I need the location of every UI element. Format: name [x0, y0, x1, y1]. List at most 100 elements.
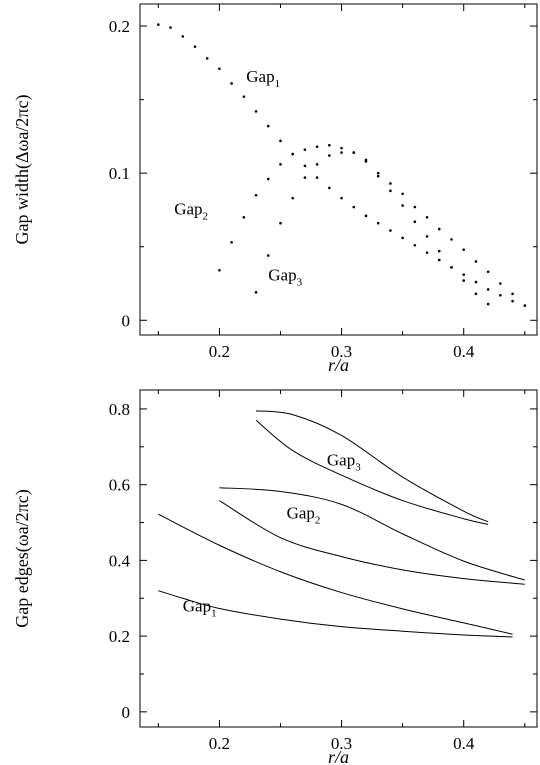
gap1-data-point	[254, 110, 258, 113]
gap1-data-point	[303, 164, 307, 168]
gap-annotation-text: Gap	[246, 67, 274, 86]
y-tick-label: 0	[122, 703, 131, 722]
gap1-data-point	[315, 176, 319, 179]
plot-frame	[139, 389, 538, 728]
y-tick-label: 0	[122, 311, 131, 330]
gap1-data-point	[389, 229, 392, 232]
gap3-data-point	[279, 221, 282, 225]
gap1-data-point	[352, 205, 356, 209]
gap3-data-point	[291, 196, 294, 200]
y-axis-label: Gap edges(ωa/2πc)	[12, 489, 33, 627]
gap-annotation-text: Gap	[327, 451, 355, 470]
gap-annotation: Gap3	[327, 451, 361, 474]
gap1-data-point	[523, 304, 527, 307]
gap-edge-curve-1	[158, 590, 513, 638]
y-tick-label: 0.2	[109, 17, 130, 36]
gap-edge-curve-2	[158, 513, 513, 635]
gap-annotation-text: Gap	[183, 597, 211, 616]
gap3-data-point	[474, 292, 478, 296]
y-tick-label: 0.4	[109, 551, 131, 570]
x-tick-label: 0.2	[209, 734, 230, 753]
gap-annotation-subscript: 3	[297, 277, 303, 289]
gap3-data-point	[413, 220, 417, 224]
gap-edge-curve-6	[255, 410, 489, 523]
gap-width-panel: 0.2 0.3 0.4 0 0.1 0.2 r/a Gap width(Δωa/2πc) Gap…	[12, 3, 538, 375]
gap2-data-point	[511, 292, 514, 296]
gap3-data-point	[425, 235, 429, 238]
gap2-data-point	[279, 163, 282, 166]
y-tick-label: 0.2	[109, 627, 130, 646]
gap1-data-point	[328, 186, 331, 190]
gap2-data-point	[328, 143, 331, 147]
gap3-data-point	[376, 174, 380, 178]
gap-annotation: Gap1	[183, 597, 217, 620]
gap-annotation-text: Gap	[268, 266, 296, 285]
gap-edge-curve-4	[219, 487, 525, 581]
gap1-data-point	[462, 273, 466, 276]
gap2-data-point	[389, 182, 392, 185]
gap2-data-point	[315, 145, 319, 148]
gap2-data-point	[230, 241, 233, 244]
gap2-data-point	[462, 248, 466, 251]
gap3-data-point	[266, 254, 270, 257]
gap1-data-point	[474, 280, 478, 284]
gap1-data-point	[169, 26, 172, 29]
gap2-data-point	[254, 193, 258, 197]
gap1-data-point	[193, 45, 197, 48]
gap-annotation-text: Gap	[287, 504, 315, 523]
gap2-data-point	[291, 152, 294, 156]
gap3-data-point	[254, 291, 258, 294]
gap1-data-point	[340, 196, 343, 200]
gap1-data-point	[242, 95, 246, 98]
gap-edges-panel: 0.2 0.3 0.4 0 0.2 0.4 0.6 0.8 r/a Gap edges(ωa/2π…	[12, 389, 538, 765]
gap2-data-point	[218, 268, 221, 272]
gap-annotation-subscript: 2	[203, 210, 209, 222]
gap2-data-point	[401, 192, 404, 196]
gap2-data-point	[499, 282, 502, 285]
plot-frame	[139, 3, 538, 336]
gap-annotation-text: Gap	[174, 199, 202, 218]
gap3-data-point	[340, 151, 343, 154]
gap1-data-point	[413, 243, 417, 247]
gap3-data-point	[328, 154, 331, 157]
y-tick-label: 0.8	[109, 400, 130, 419]
gap3-data-point	[486, 302, 490, 306]
gap2-data-point	[340, 146, 343, 150]
gap2-data-point	[450, 238, 453, 241]
gap3-data-point	[389, 189, 392, 193]
gap2-data-point	[425, 216, 429, 219]
gap3-data-point	[315, 163, 319, 166]
gap1-data-point	[401, 236, 404, 240]
x-tick-label: 0.2	[209, 342, 230, 361]
gap2-data-point	[437, 227, 441, 231]
x-axis-label: r/a	[328, 355, 349, 375]
gap1-data-point	[437, 258, 441, 262]
gap-edge-curve-5	[255, 419, 489, 525]
gap3-data-point	[462, 279, 466, 282]
gap-annotation: Gap2	[287, 504, 321, 527]
gap1-data-point	[181, 35, 185, 38]
x-tick-label: 0.3	[331, 734, 352, 753]
x-tick-label: 0.3	[331, 342, 352, 361]
gap1-data-point	[511, 299, 514, 303]
gap3-data-point	[450, 266, 453, 269]
gap1-data-point	[205, 57, 209, 60]
gap1-data-point	[266, 124, 270, 128]
gap1-data-point	[364, 214, 368, 218]
gap-annotation: Gap1	[246, 67, 280, 90]
gap-annotation-subscript: 1	[211, 608, 217, 620]
gap2-data-point	[474, 260, 478, 263]
gap3-data-point	[352, 151, 356, 154]
gap1-data-point	[425, 251, 429, 254]
gap1-data-point	[230, 82, 233, 85]
gap2-data-point	[486, 270, 490, 274]
gap-annotation: Gap3	[268, 266, 302, 289]
gap2-data-point	[242, 216, 246, 219]
x-tick-label: 0.4	[453, 342, 475, 361]
gap2-data-point	[413, 205, 417, 209]
gap3-data-point	[303, 176, 307, 179]
gap2-data-point	[266, 177, 270, 181]
gap3-data-point	[364, 158, 368, 162]
x-tick-label: 0.4	[453, 734, 475, 753]
